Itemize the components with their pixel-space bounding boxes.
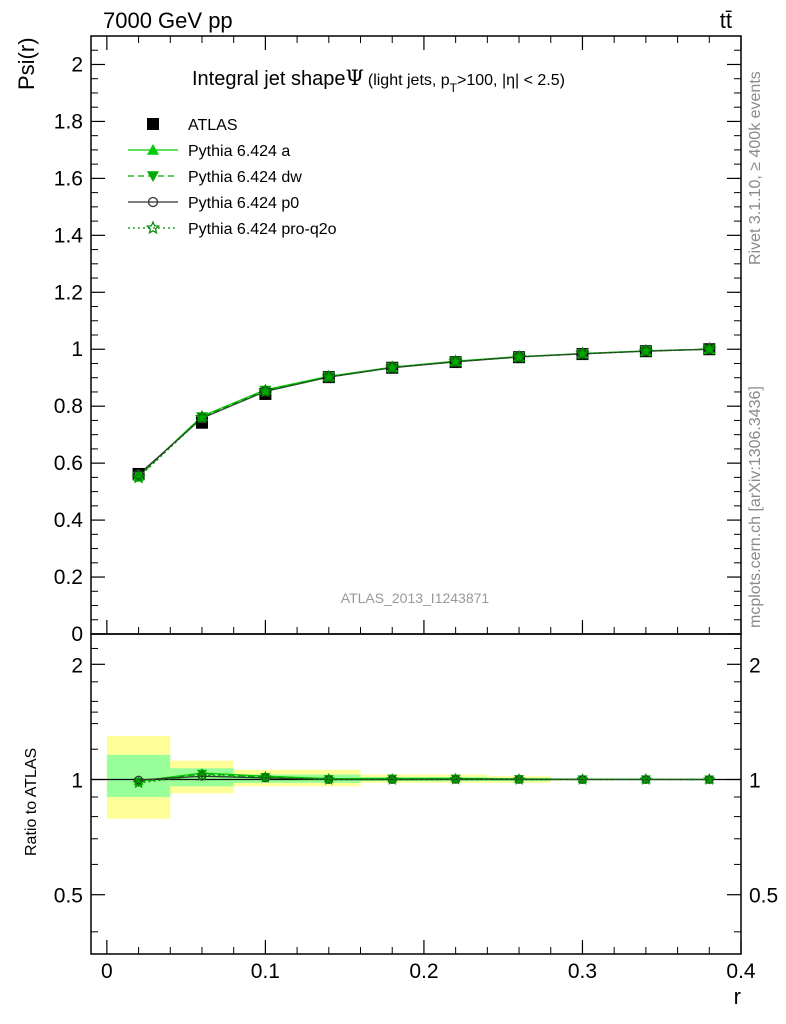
data-point	[321, 369, 336, 384]
data-point	[384, 360, 400, 374]
ratio-y-tick-label-right: 2	[749, 654, 761, 677]
plot-title-subscript: T	[450, 81, 458, 95]
plot-title-detail: (light jets, p	[368, 72, 450, 89]
ratio-y-tick-label: 1	[71, 770, 83, 793]
legend-marker	[147, 118, 159, 130]
ratio-y-tick-label: 2	[71, 654, 83, 677]
legend-entry-label: Pythia 6.424 p0	[188, 195, 299, 212]
x-tick-label: 0.1	[251, 960, 280, 983]
y-tick-label: 1.4	[54, 224, 84, 247]
legend-marker	[145, 220, 161, 235]
data-point	[132, 471, 145, 483]
y-axis-label: Psi(r)	[14, 37, 39, 90]
x-tick-label: 0.3	[568, 960, 597, 983]
plot-title-main: Integral jet shape	[192, 68, 345, 90]
data-point	[448, 354, 463, 368]
data-point	[575, 346, 590, 360]
ratio-data-point	[134, 775, 143, 785]
data-point	[511, 349, 527, 364]
y-tick-label: 0	[71, 623, 83, 646]
ratio-y-tick-label-right: 0.5	[749, 885, 778, 908]
ratio-panel: 0.5 0.5 1 1 2 2 0 0.1 0.2 0.3 0.4 Ratio to ATLAS r	[23, 633, 778, 1009]
series-line	[138, 348, 710, 477]
ratio-data-point	[386, 772, 399, 785]
ratio-data-point	[195, 768, 209, 781]
x-tick-label: 0.4	[726, 960, 756, 983]
ratio-series-line	[138, 773, 710, 783]
series-line	[138, 348, 710, 475]
data-point	[638, 343, 654, 358]
ratio-plot-frame	[90, 633, 742, 955]
legend-entry-label: Pythia 6.424 pro-q2o	[188, 221, 337, 238]
x-axis-label: r	[734, 984, 741, 1009]
ratio-y-tick-label-right: 1	[749, 770, 761, 793]
y-tick-label: 1	[71, 338, 83, 361]
ratio-data-point	[197, 771, 207, 781]
header-right-title: tt̄	[720, 8, 732, 33]
y-tick-label: 0.4	[54, 509, 84, 532]
legend-marker	[147, 196, 159, 208]
ratio-data-point	[576, 772, 589, 785]
y-tick-label: 1.2	[54, 281, 83, 304]
legend-marker	[147, 171, 159, 182]
y-tick-label: 2	[71, 53, 83, 76]
ratio-data-point	[639, 772, 653, 785]
plot-title-symbol: Ψ	[345, 66, 363, 90]
data-point	[131, 469, 146, 484]
main-panel: 0 0.2 0.4 0.6 0.8 1 1.2 1.4 1.6 1.8 2 Integral jet…	[14, 35, 742, 646]
x-tick-label: 0	[101, 960, 113, 983]
data-point	[258, 383, 273, 398]
data-point	[196, 413, 208, 424]
rivet-version-label: Rivet 3.1.10, ≥ 400k events	[747, 71, 764, 265]
data-point	[194, 410, 210, 424]
ratio-data-point	[132, 776, 145, 789]
plot-title: Integral jet shapeΨ (light jets, pT>100, …	[192, 66, 565, 95]
data-point	[702, 341, 717, 356]
x-tick-label: 0.2	[409, 960, 438, 983]
y-tick-label: 0.8	[54, 395, 83, 418]
ratio-data-point	[259, 770, 272, 783]
y-tick-label: 0.2	[54, 566, 83, 589]
legend-entry-label: ATLAS	[188, 117, 238, 134]
header-left-title: 7000 GeV pp	[103, 8, 233, 33]
ratio-data-point	[702, 772, 716, 785]
y-tick-label: 0.6	[54, 452, 83, 475]
legend: ATLAS Pythia 6.424 a Pythia 6.424 dw Pythia…	[128, 117, 337, 238]
ratio-data-point	[512, 772, 526, 785]
ratio-y-tick-label: 0.5	[54, 885, 83, 908]
legend-marker	[147, 144, 159, 155]
ratio-data-point	[322, 772, 336, 785]
series-line	[138, 348, 710, 478]
series-line	[138, 348, 710, 477]
ratio-y-axis-label: Ratio to ATLAS	[23, 748, 40, 856]
plot-title-detail-2: >100, |η| < 2.5)	[457, 72, 565, 89]
ratio-data-point	[196, 769, 207, 779]
ratio-data-point	[449, 772, 462, 785]
legend-entry-label: Pythia 6.424 dw	[188, 169, 302, 186]
y-tick-label: 1.6	[54, 167, 83, 190]
legend-entry-label: Pythia 6.424 a	[188, 143, 290, 160]
ratio-series-line	[138, 774, 710, 784]
mcplots-label: mcplots.cern.ch [arXiv:1306.3436]	[747, 386, 764, 628]
y-tick-label: 1.8	[54, 110, 83, 133]
analysis-id-label: ATLAS_2013_I1243871	[341, 590, 490, 606]
